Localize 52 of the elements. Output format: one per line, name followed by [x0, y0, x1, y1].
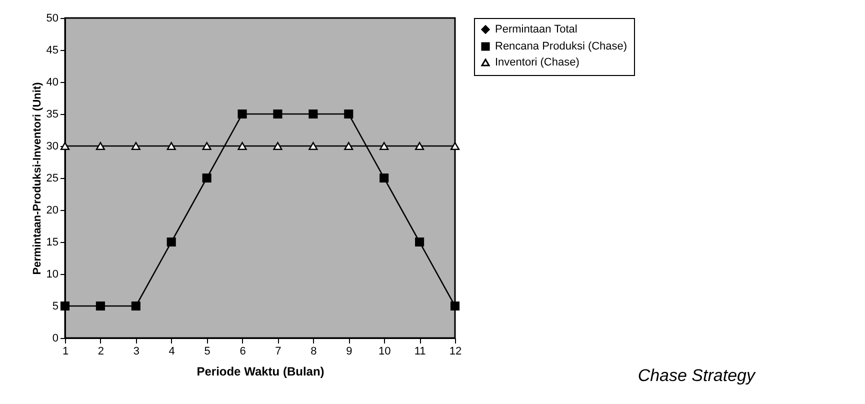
point	[96, 301, 105, 311]
point	[450, 301, 460, 311]
y-tick-label: 15	[46, 236, 58, 248]
y-tick-label: 10	[46, 268, 58, 280]
y-tick-label: 25	[46, 172, 58, 184]
y-tick-label: 45	[46, 44, 58, 56]
x-tick-label: 1	[62, 346, 69, 358]
point	[202, 142, 212, 150]
x-tick-label: 10	[378, 346, 391, 358]
y-tick-label: 5	[52, 300, 58, 312]
legend-label: Inventori (Chase)	[495, 56, 580, 68]
y-tick-label: 40	[46, 76, 58, 88]
x-tick-label: 12	[449, 346, 462, 358]
y-tick-label: 35	[46, 108, 58, 120]
x-tick-label: 5	[204, 346, 210, 358]
point	[380, 142, 389, 150]
point	[238, 109, 247, 119]
y-tick-label: 30	[46, 140, 58, 152]
point	[273, 142, 282, 150]
x-tick-label: 2	[98, 346, 104, 358]
point	[380, 173, 389, 183]
x-tick-label: 6	[240, 346, 246, 358]
point	[344, 142, 354, 150]
x-axis-title: Periode Waktu (Bulan)	[196, 364, 324, 378]
x-tick-label: 11	[414, 346, 426, 358]
point	[96, 142, 105, 150]
point	[450, 142, 460, 150]
x-tick-label: 3	[133, 346, 140, 358]
point	[415, 142, 424, 150]
point	[415, 237, 424, 247]
x-tick-label: 4	[168, 346, 175, 358]
x-tick-label: 9	[346, 346, 352, 358]
y-tick-label: 50	[46, 12, 58, 24]
point	[308, 142, 318, 150]
point	[308, 109, 318, 119]
point	[131, 301, 140, 311]
x-tick-label: 8	[310, 346, 317, 358]
y-tick-label: 0	[52, 332, 58, 344]
point	[131, 142, 140, 150]
point	[344, 109, 354, 119]
point	[238, 142, 247, 150]
y-axis-title: Permintaan-Produksi-Inventori (Unit)	[31, 82, 44, 275]
point	[202, 173, 212, 183]
point	[166, 142, 176, 150]
point	[60, 301, 70, 311]
y-tick-label: 20	[46, 204, 58, 216]
point	[166, 237, 176, 247]
text: Chase Strategy	[638, 366, 756, 385]
legend-label: Permintaan Total	[495, 24, 578, 36]
legend-label: Rencana Produksi (Chase)	[495, 40, 628, 52]
x-tick-label: 7	[275, 346, 282, 358]
point	[273, 109, 282, 119]
